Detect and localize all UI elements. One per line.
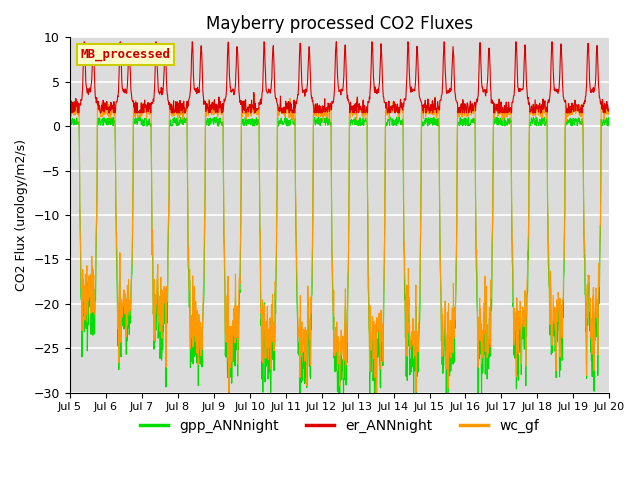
er_ANNnight [605, 103, 613, 109]
Line: er_ANNnight: er_ANNnight [70, 42, 609, 113]
gpp_ANNnight [412, 421, 420, 427]
gpp_ANNnight [246, 120, 254, 126]
gpp_ANNnight [173, 115, 180, 121]
gpp_ANNnight [424, 123, 432, 129]
er_ANNnight [494, 110, 502, 116]
Line: gpp_ANNnight: gpp_ANNnight [70, 117, 609, 424]
er_ANNnight [542, 108, 550, 114]
gpp_ANNnight [542, 119, 550, 124]
gpp_ANNnight [66, 118, 74, 123]
er_ANNnight [186, 91, 194, 96]
Title: Mayberry processed CO2 Fluxes: Mayberry processed CO2 Fluxes [206, 15, 473, 33]
er_ANNnight [81, 39, 88, 45]
wc_gf [424, 96, 432, 102]
wc_gf [173, 106, 180, 111]
wc_gf [542, 108, 550, 114]
er_ANNnight [66, 110, 74, 116]
wc_gf [495, 110, 502, 116]
wc_gf [605, 108, 613, 114]
Legend: gpp_ANNnight, er_ANNnight, wc_gf: gpp_ANNnight, er_ANNnight, wc_gf [134, 414, 545, 439]
wc_gf [66, 113, 74, 119]
wc_gf [246, 108, 254, 114]
er_ANNnight [424, 103, 431, 108]
gpp_ANNnight [495, 116, 502, 121]
wc_gf [186, 266, 193, 272]
gpp_ANNnight [393, 114, 401, 120]
gpp_ANNnight [605, 118, 613, 124]
wc_gf [250, 92, 258, 97]
er_ANNnight [246, 102, 254, 108]
Line: wc_gf: wc_gf [70, 95, 609, 402]
er_ANNnight [173, 110, 180, 116]
wc_gf [372, 399, 380, 405]
Y-axis label: CO2 Flux (urology/m2/s): CO2 Flux (urology/m2/s) [15, 139, 28, 291]
Text: MB_processed: MB_processed [81, 48, 170, 61]
gpp_ANNnight [186, 277, 193, 283]
